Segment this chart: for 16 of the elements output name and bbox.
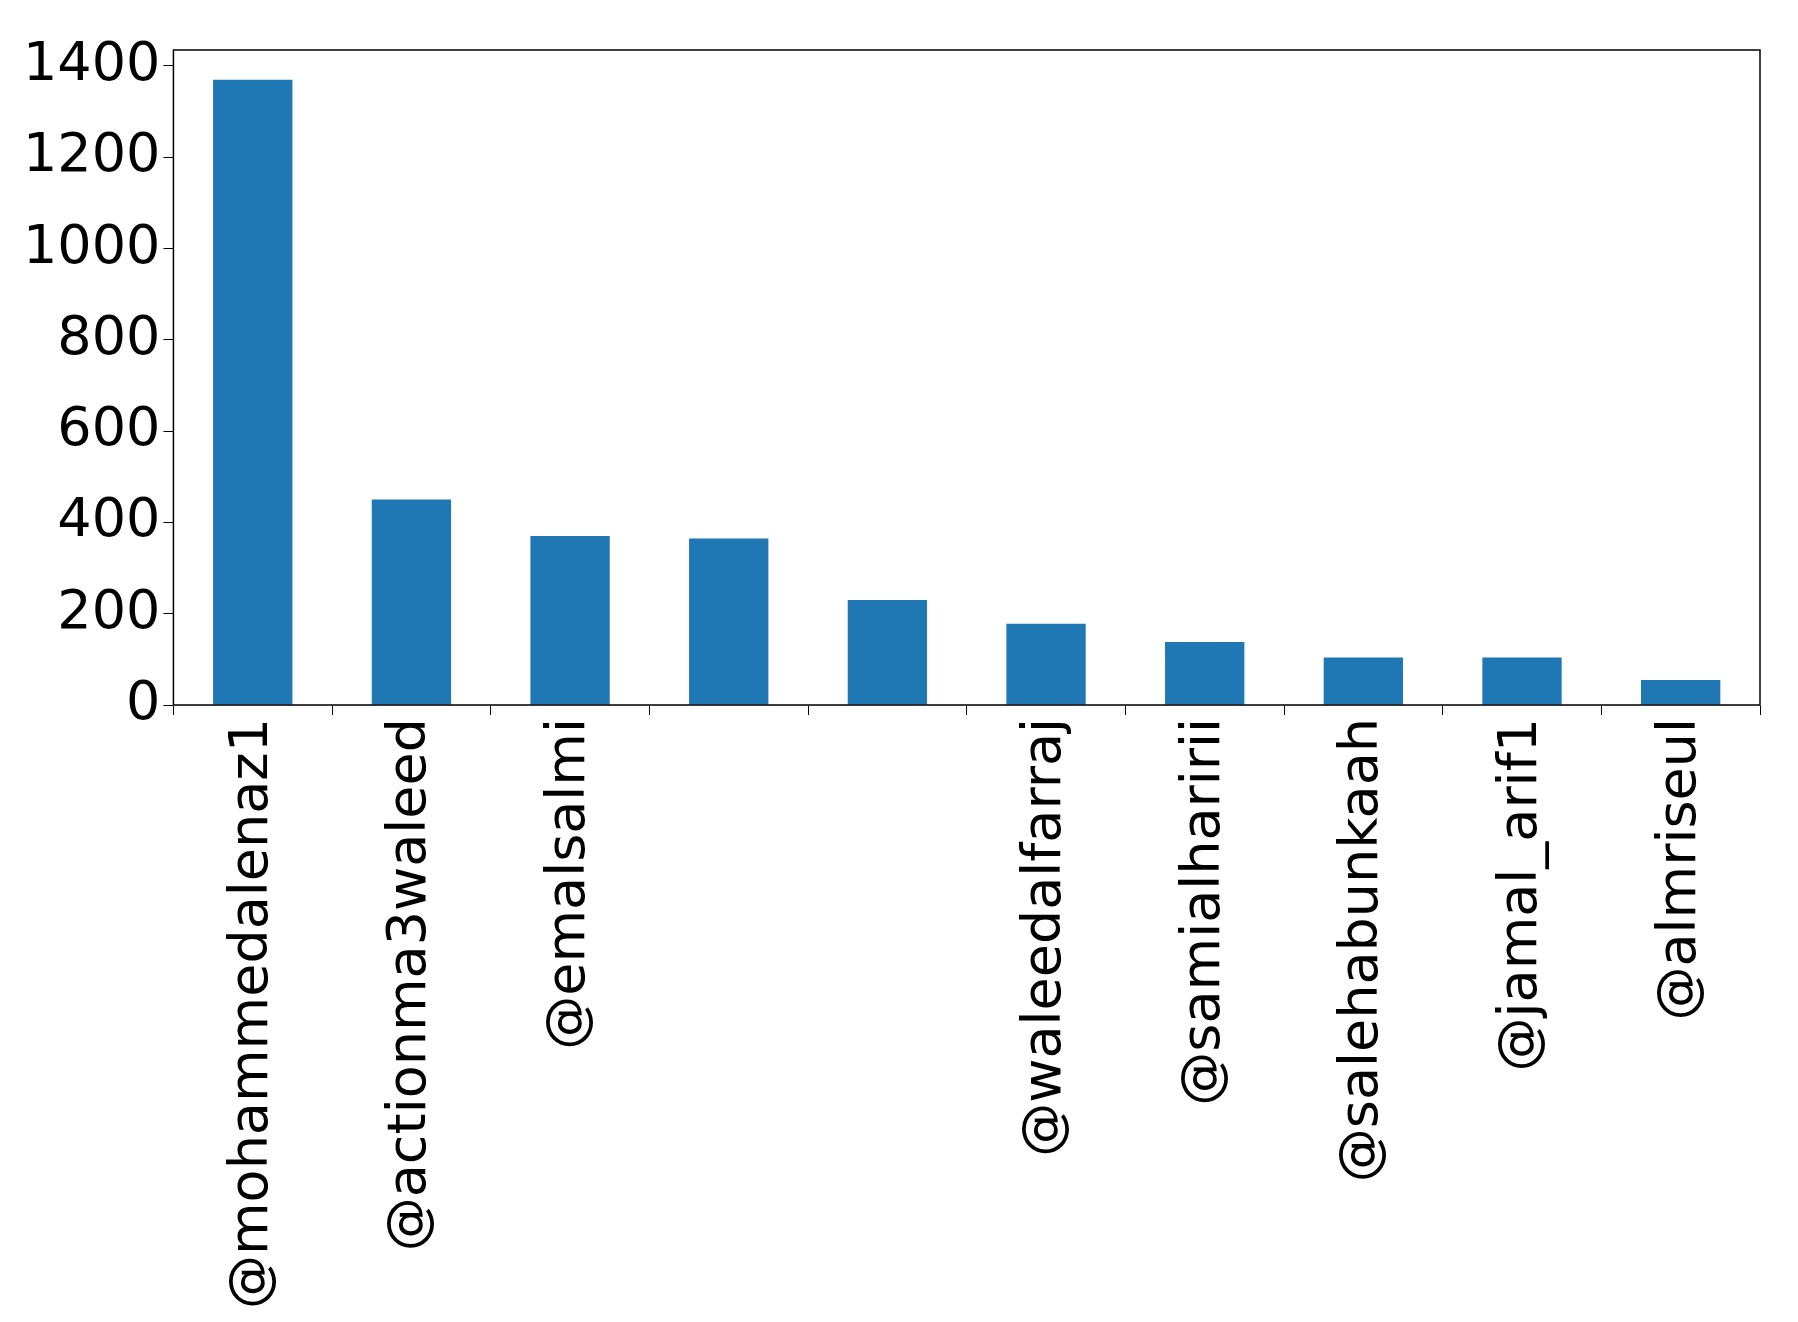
x-tick-label: @samialharirii bbox=[1168, 718, 1232, 1106]
y-tick-label: 1200 bbox=[22, 121, 161, 185]
x-tick-label: @almriseul bbox=[1644, 718, 1708, 1021]
y-tick-label: 400 bbox=[57, 486, 161, 550]
x-tick-label: @waleedalfarraj bbox=[1010, 718, 1074, 1157]
y-tick-label: 200 bbox=[57, 577, 161, 641]
x-tick-label: @salehabunkaah bbox=[1327, 718, 1391, 1183]
y-tick-label: 1400 bbox=[22, 30, 161, 94]
x-tick-label: @emalsalmi bbox=[534, 718, 598, 1050]
y-tick-label: 800 bbox=[57, 303, 161, 367]
y-tick-label: 0 bbox=[126, 669, 161, 733]
y-tick-label: 600 bbox=[57, 395, 161, 459]
y-tick-label: 1000 bbox=[22, 212, 161, 276]
x-tick-label: @mohammedalenaz1 bbox=[216, 718, 280, 1310]
x-tick-label: @actionma3waleed bbox=[375, 718, 439, 1252]
x-tick-label: @jamal_arif1 bbox=[1486, 718, 1550, 1072]
